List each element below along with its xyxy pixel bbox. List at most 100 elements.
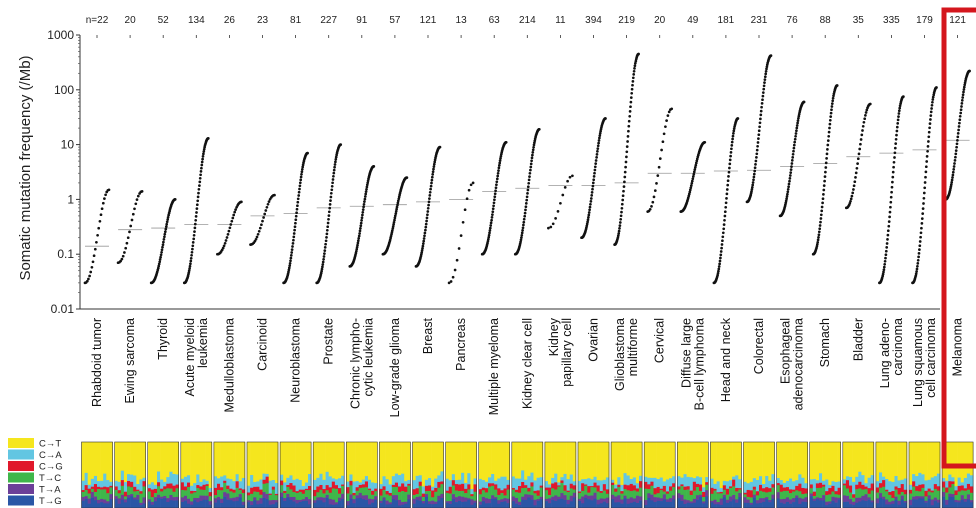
data-point: [301, 170, 304, 173]
data-point: [951, 176, 954, 179]
spectrum-segment: [620, 504, 623, 508]
data-point: [523, 218, 526, 221]
data-point: [725, 201, 728, 204]
spectrum-segment: [545, 488, 548, 491]
spectrum-segment: [611, 483, 614, 486]
spectrum-segment: [657, 487, 660, 494]
spectrum-segment: [882, 499, 885, 508]
spectrum-segment: [600, 480, 603, 491]
data-point: [357, 239, 360, 242]
spectrum-segment: [404, 504, 407, 508]
data-point: [621, 203, 624, 206]
spectrum-segment: [229, 489, 232, 492]
spectrum-segment: [633, 477, 636, 485]
data-point: [665, 119, 668, 122]
data-point: [721, 239, 724, 242]
spectrum-segment: [548, 488, 551, 496]
spectrum-segment: [915, 476, 918, 486]
spectrum-segment: [768, 500, 771, 502]
spectrum-segment: [494, 490, 497, 498]
spectrum-segment: [795, 495, 798, 498]
data-point: [594, 169, 597, 172]
data-point: [422, 245, 425, 248]
spectrum-segment: [85, 499, 88, 508]
spectrum-segment: [349, 495, 352, 500]
spectrum-segment: [524, 480, 527, 486]
data-point: [191, 248, 194, 251]
spectrum-segment: [193, 500, 196, 508]
spectrum-segment: [958, 500, 961, 502]
spectrum-segment: [611, 485, 614, 495]
spectrum-segment: [521, 442, 524, 471]
data-point: [525, 202, 528, 205]
spectrum-segment: [121, 442, 124, 471]
spectrum-segment: [753, 490, 756, 495]
spectrum-segment: [293, 480, 296, 486]
spectrum-segment: [627, 499, 630, 504]
data-point: [330, 196, 333, 199]
spectrum-segment: [557, 442, 560, 483]
data-point: [494, 189, 497, 192]
spectrum-segment: [206, 486, 209, 496]
spectrum-segment: [458, 442, 461, 480]
data-point: [627, 125, 630, 128]
spectrum-segment: [831, 491, 834, 497]
data-point: [789, 174, 792, 177]
sample-count-label: 179: [916, 15, 933, 26]
data-point: [789, 171, 792, 174]
category-label: Kidney: [547, 317, 561, 356]
spectrum-segment: [313, 480, 316, 490]
spectrum-segment: [199, 442, 202, 482]
data-point: [764, 78, 767, 81]
spectrum-segment: [723, 490, 726, 495]
spectrum-segment: [199, 486, 202, 490]
spectrum-segment: [925, 442, 928, 481]
data-point: [931, 104, 934, 107]
category-label: cytic leukemia: [361, 318, 375, 397]
spectrum-segment: [518, 493, 521, 502]
spectrum-segment: [663, 499, 666, 508]
data-point: [527, 185, 530, 188]
data-point: [850, 198, 853, 201]
data-point: [722, 227, 725, 230]
spectrum-segment: [148, 442, 151, 485]
spectrum-segment: [217, 478, 220, 484]
data-point: [364, 195, 367, 198]
spectrum-segment: [299, 502, 302, 508]
data-point: [598, 137, 601, 140]
spectrum-segment: [482, 442, 485, 480]
data-point: [532, 148, 535, 151]
spectrum-segment: [160, 480, 163, 489]
spectrum-segment: [181, 502, 184, 508]
spectrum-segment: [597, 500, 600, 505]
data-point: [860, 134, 863, 137]
data-point: [592, 185, 595, 188]
spectrum-segment: [220, 499, 223, 504]
spectrum-segment: [422, 486, 425, 494]
spectrum-segment: [756, 480, 759, 492]
spectrum-segment: [780, 499, 783, 503]
spectrum-segment: [431, 497, 434, 501]
spectrum-segment: [644, 477, 647, 482]
spectrum-segment: [139, 442, 142, 480]
data-point: [917, 256, 920, 259]
spectrum-segment: [530, 486, 533, 495]
data-point: [491, 216, 494, 219]
spectrum-segment: [948, 442, 951, 475]
spectrum-segment: [349, 474, 352, 481]
spectrum-segment: [931, 492, 934, 499]
data-point: [331, 185, 334, 188]
spectrum-segment: [395, 474, 398, 483]
data-point: [761, 102, 764, 105]
data-point: [199, 177, 202, 180]
spectrum-segment: [247, 502, 250, 508]
spectrum-segment: [263, 498, 266, 508]
data-point: [472, 182, 475, 185]
spectrum-segment: [861, 475, 864, 485]
spectrum-segment: [909, 442, 912, 485]
data-point: [198, 188, 201, 191]
spectrum-segment: [759, 485, 762, 491]
spectrum-segment: [494, 481, 497, 485]
spectrum-segment: [272, 480, 275, 487]
data-point: [592, 178, 595, 181]
